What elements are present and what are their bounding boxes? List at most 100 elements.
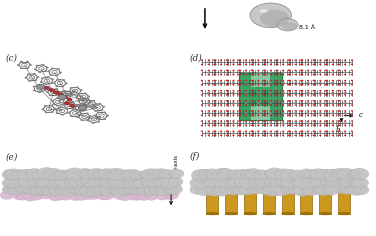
Circle shape bbox=[332, 80, 334, 81]
Circle shape bbox=[207, 122, 210, 124]
Circle shape bbox=[103, 111, 106, 113]
Bar bbox=[338, 189, 350, 214]
Circle shape bbox=[239, 110, 241, 112]
Circle shape bbox=[331, 72, 334, 73]
Circle shape bbox=[319, 100, 321, 101]
Circle shape bbox=[153, 169, 169, 179]
Circle shape bbox=[58, 95, 66, 100]
Circle shape bbox=[213, 64, 215, 65]
Circle shape bbox=[64, 178, 80, 188]
Circle shape bbox=[325, 59, 327, 61]
Circle shape bbox=[201, 70, 203, 71]
Circle shape bbox=[351, 74, 353, 75]
Circle shape bbox=[339, 176, 356, 187]
Circle shape bbox=[77, 116, 80, 118]
Circle shape bbox=[294, 74, 297, 75]
Circle shape bbox=[319, 114, 321, 116]
Circle shape bbox=[338, 110, 341, 112]
Circle shape bbox=[257, 104, 259, 106]
Circle shape bbox=[5, 169, 22, 180]
Circle shape bbox=[238, 70, 240, 71]
Circle shape bbox=[326, 84, 328, 85]
Circle shape bbox=[232, 92, 235, 94]
Circle shape bbox=[244, 92, 247, 94]
Circle shape bbox=[87, 119, 90, 121]
Circle shape bbox=[250, 104, 253, 106]
Circle shape bbox=[106, 115, 109, 117]
Circle shape bbox=[234, 169, 249, 178]
Circle shape bbox=[344, 104, 346, 106]
Circle shape bbox=[98, 169, 115, 179]
Circle shape bbox=[77, 168, 93, 179]
Circle shape bbox=[338, 59, 341, 61]
Circle shape bbox=[58, 105, 61, 107]
Circle shape bbox=[22, 185, 36, 194]
Circle shape bbox=[220, 131, 222, 132]
Circle shape bbox=[92, 104, 96, 105]
Circle shape bbox=[290, 170, 305, 180]
Circle shape bbox=[348, 169, 362, 179]
Circle shape bbox=[301, 131, 303, 132]
Circle shape bbox=[301, 59, 303, 61]
Circle shape bbox=[213, 168, 232, 180]
Circle shape bbox=[232, 74, 235, 75]
Circle shape bbox=[351, 59, 353, 61]
Ellipse shape bbox=[282, 22, 297, 30]
Circle shape bbox=[58, 91, 61, 93]
Circle shape bbox=[81, 176, 100, 188]
Ellipse shape bbox=[282, 212, 294, 215]
Circle shape bbox=[282, 94, 284, 96]
Circle shape bbox=[276, 80, 279, 81]
Circle shape bbox=[227, 120, 229, 122]
Circle shape bbox=[325, 104, 327, 106]
Circle shape bbox=[310, 176, 326, 186]
Circle shape bbox=[238, 90, 240, 91]
Circle shape bbox=[276, 120, 279, 122]
Circle shape bbox=[312, 84, 315, 85]
Circle shape bbox=[301, 104, 303, 106]
Circle shape bbox=[314, 125, 316, 126]
Circle shape bbox=[38, 84, 41, 86]
Circle shape bbox=[68, 91, 71, 93]
Circle shape bbox=[257, 125, 259, 126]
Circle shape bbox=[239, 176, 258, 188]
Circle shape bbox=[137, 192, 151, 201]
Circle shape bbox=[268, 185, 286, 196]
Circle shape bbox=[264, 70, 266, 71]
Circle shape bbox=[159, 169, 174, 179]
Circle shape bbox=[207, 82, 210, 84]
Circle shape bbox=[239, 120, 241, 122]
Circle shape bbox=[314, 64, 316, 65]
Circle shape bbox=[289, 74, 291, 75]
Circle shape bbox=[34, 80, 37, 81]
Circle shape bbox=[314, 131, 316, 132]
Circle shape bbox=[326, 100, 328, 101]
Circle shape bbox=[213, 74, 215, 75]
Circle shape bbox=[38, 91, 41, 93]
Circle shape bbox=[257, 114, 259, 116]
Circle shape bbox=[205, 185, 224, 196]
Circle shape bbox=[85, 106, 88, 108]
Circle shape bbox=[109, 177, 127, 189]
Circle shape bbox=[351, 70, 353, 71]
Circle shape bbox=[294, 132, 297, 134]
Circle shape bbox=[232, 61, 235, 63]
Circle shape bbox=[208, 100, 210, 101]
Circle shape bbox=[282, 114, 284, 116]
Circle shape bbox=[146, 185, 160, 194]
Circle shape bbox=[36, 65, 39, 67]
Circle shape bbox=[294, 135, 297, 136]
Circle shape bbox=[331, 112, 334, 114]
Circle shape bbox=[55, 75, 58, 76]
Circle shape bbox=[65, 82, 68, 84]
Circle shape bbox=[80, 97, 83, 99]
Circle shape bbox=[337, 59, 340, 61]
Circle shape bbox=[270, 125, 272, 126]
Circle shape bbox=[288, 100, 290, 101]
Circle shape bbox=[306, 61, 309, 63]
Circle shape bbox=[46, 91, 49, 93]
Circle shape bbox=[233, 186, 248, 195]
Circle shape bbox=[301, 74, 303, 75]
Circle shape bbox=[41, 64, 44, 66]
Circle shape bbox=[227, 80, 229, 81]
